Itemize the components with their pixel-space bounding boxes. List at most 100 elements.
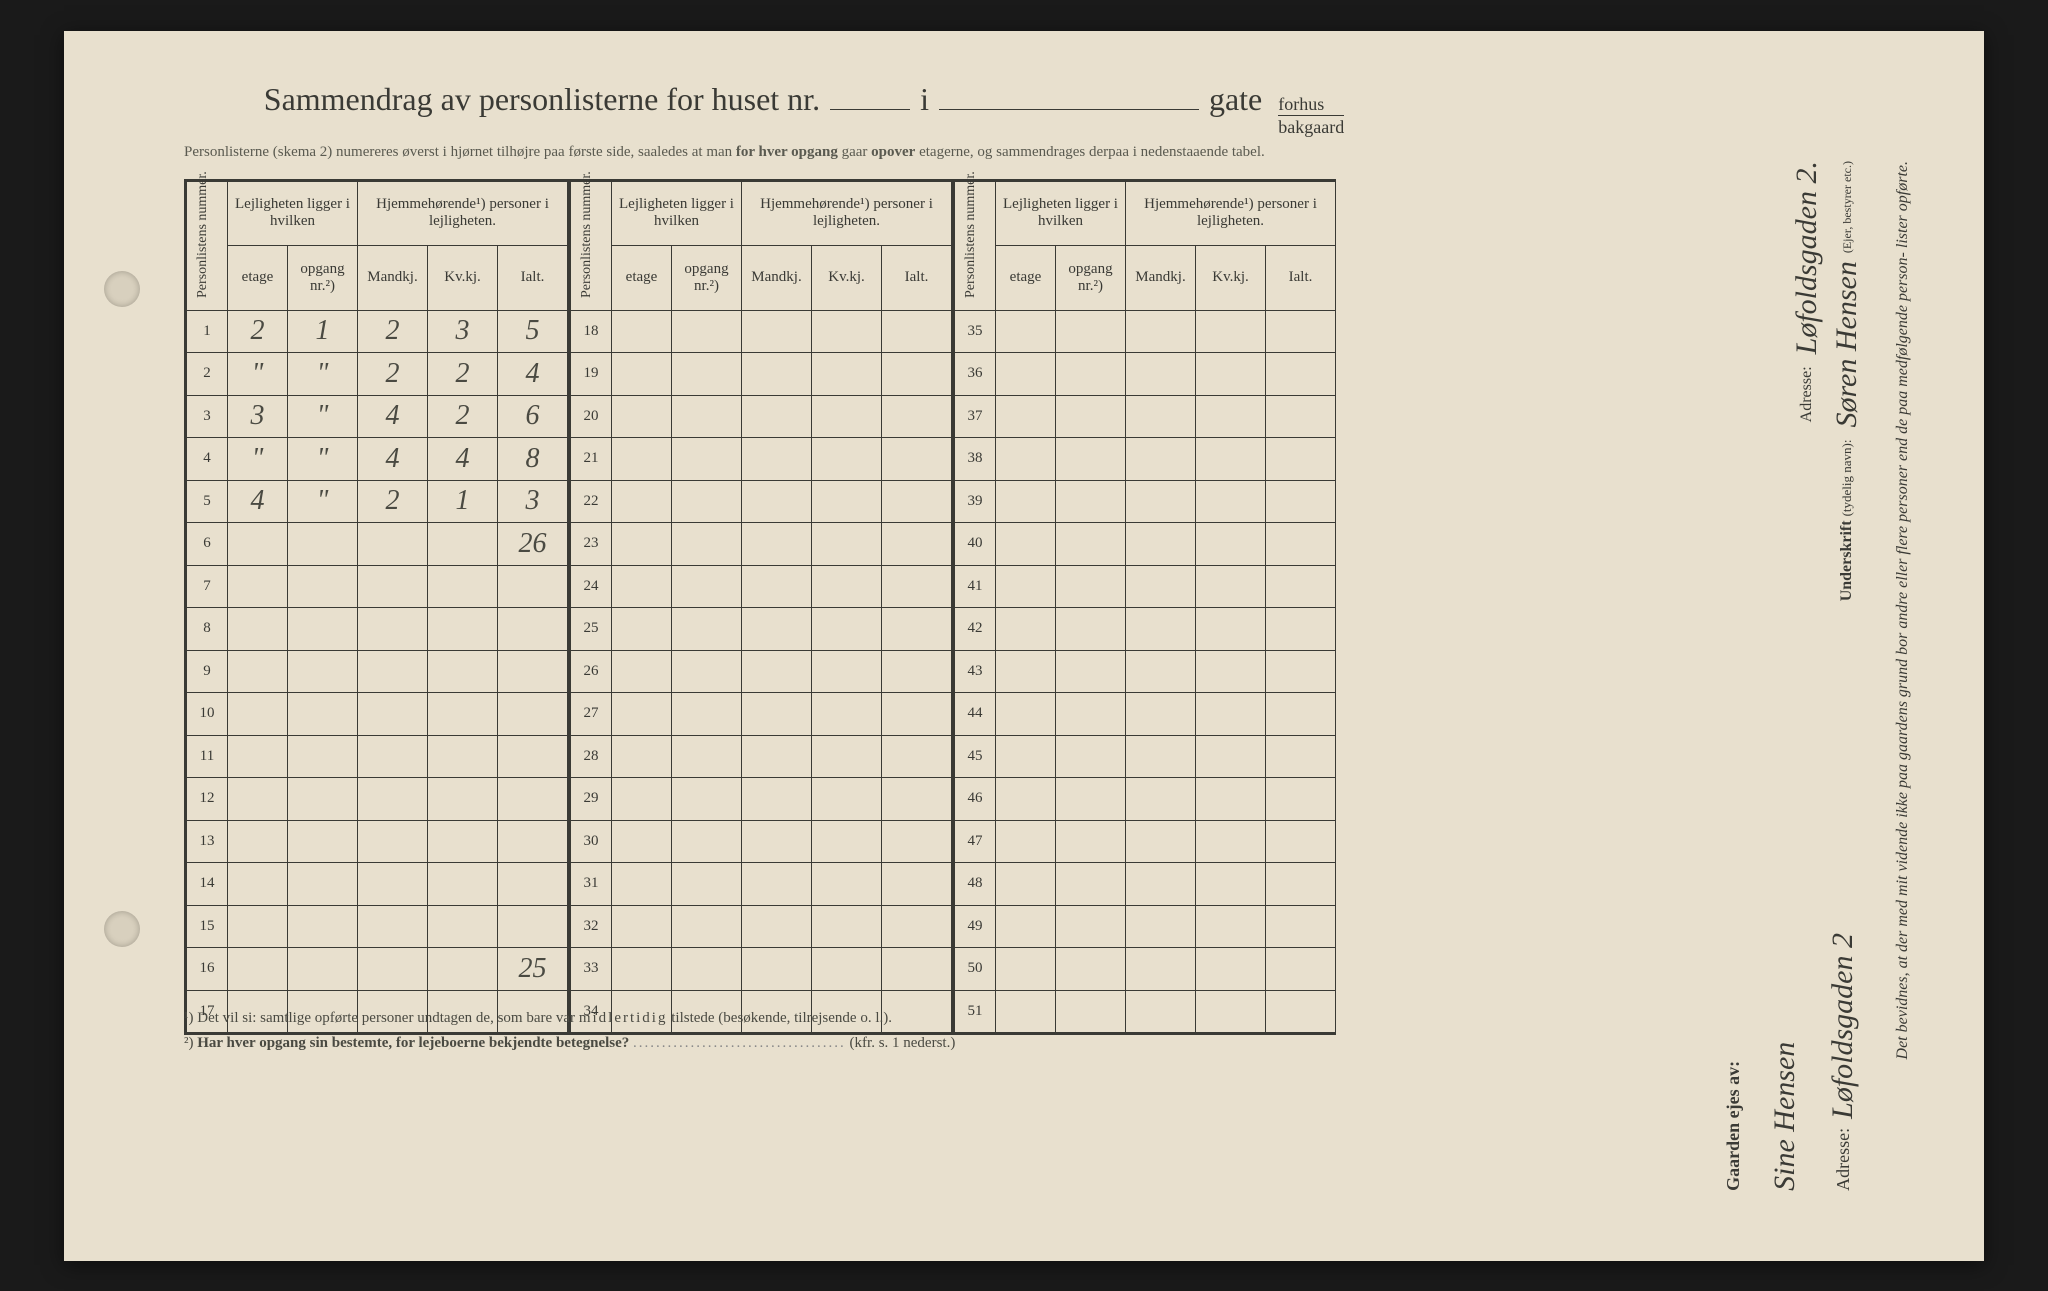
footnote1-mid: midlertidig xyxy=(579,1010,668,1026)
row-number: 24 xyxy=(570,565,612,608)
cell-i xyxy=(882,735,952,778)
tables-row: Personlistens nummer.Lejligheten ligger … xyxy=(184,179,1604,992)
cell-etage xyxy=(228,565,288,608)
cell-etage xyxy=(612,523,672,566)
cell-opgang xyxy=(288,608,358,651)
cell-etage xyxy=(996,523,1056,566)
cell-m xyxy=(358,693,428,736)
handwritten-value: 2 xyxy=(456,400,470,431)
table-row: 30 xyxy=(570,820,952,863)
cell-opgang xyxy=(1056,353,1126,396)
handwritten-value: " xyxy=(317,358,329,389)
cell-i: 4 xyxy=(498,353,568,396)
cell-m xyxy=(358,565,428,608)
cell-k xyxy=(1196,395,1266,438)
table-row: 25 xyxy=(570,608,952,651)
cell-etage xyxy=(996,310,1056,353)
table-row: 28 xyxy=(570,735,952,778)
cell-etage: 4 xyxy=(228,480,288,523)
cell-etage xyxy=(996,438,1056,481)
cell-i xyxy=(882,778,952,821)
cell-opgang xyxy=(1056,948,1126,991)
cell-m xyxy=(742,735,812,778)
cell-opgang xyxy=(288,650,358,693)
cell-opgang xyxy=(288,905,358,948)
cell-opgang xyxy=(672,820,742,863)
row-number: 27 xyxy=(570,693,612,736)
cell-i xyxy=(882,395,952,438)
title-blank-houseno xyxy=(830,82,910,110)
cell-i xyxy=(882,438,952,481)
cell-k xyxy=(428,650,498,693)
cell-k xyxy=(428,863,498,906)
row-number: 20 xyxy=(570,395,612,438)
cell-m xyxy=(742,905,812,948)
cell-k xyxy=(1196,608,1266,651)
cell-opgang xyxy=(672,523,742,566)
table-row: 33"426 xyxy=(186,395,568,438)
cell-k xyxy=(812,480,882,523)
cell-m xyxy=(1126,565,1196,608)
cell-m xyxy=(742,650,812,693)
cell-m xyxy=(358,735,428,778)
row-number: 16 xyxy=(186,948,228,991)
cell-k xyxy=(428,948,498,991)
cell-opgang: " xyxy=(288,438,358,481)
row-number: 38 xyxy=(954,438,996,481)
cell-i: 6 xyxy=(498,395,568,438)
cell-etage xyxy=(996,395,1056,438)
table-row: 13 xyxy=(186,820,568,863)
cell-k xyxy=(1196,310,1266,353)
footnote2-b: Har hver opgang sin bestemte, for lejebo… xyxy=(197,1035,629,1051)
header-opgang: opgang nr.²) xyxy=(288,246,358,310)
cell-m xyxy=(358,863,428,906)
cell-k xyxy=(812,608,882,651)
table-row: 29 xyxy=(570,778,952,821)
right-vertical-panel: Det bevidnes, at der med mit vidende ikk… xyxy=(1624,81,1924,1231)
cell-i xyxy=(882,608,952,651)
cell-opgang xyxy=(672,353,742,396)
table-row: 36 xyxy=(954,353,1336,396)
cell-k xyxy=(812,693,882,736)
cell-etage xyxy=(996,480,1056,523)
cell-k xyxy=(1196,438,1266,481)
cell-i xyxy=(498,778,568,821)
handwritten-value: 2 xyxy=(456,358,470,389)
table-row: 27 xyxy=(570,693,952,736)
handwritten-value: 4 xyxy=(251,485,265,516)
cell-i xyxy=(1266,863,1336,906)
cell-k xyxy=(812,948,882,991)
attestation-body: Det bevidnes, at der med mit vidende ikk… xyxy=(1894,161,1911,1059)
cell-etage xyxy=(612,310,672,353)
row-number: 22 xyxy=(570,480,612,523)
cell-m xyxy=(1126,820,1196,863)
row-number: 14 xyxy=(186,863,228,906)
cell-m xyxy=(1126,905,1196,948)
cell-k xyxy=(812,395,882,438)
cell-etage xyxy=(996,608,1056,651)
cell-i xyxy=(882,693,952,736)
table-row: 33 xyxy=(570,948,952,991)
header-hjemme: Hjemmehørende¹) personer i lejligheten. xyxy=(358,180,568,246)
cell-k xyxy=(428,778,498,821)
cell-m xyxy=(1126,735,1196,778)
cell-i xyxy=(1266,480,1336,523)
handwritten-value: 25 xyxy=(519,953,547,984)
cell-etage: 2 xyxy=(228,310,288,353)
cell-opgang xyxy=(672,778,742,821)
cell-opgang xyxy=(1056,480,1126,523)
cell-k xyxy=(1196,565,1266,608)
cell-etage xyxy=(612,820,672,863)
cell-etage xyxy=(996,905,1056,948)
table-row: 43 xyxy=(954,650,1336,693)
header-etage: etage xyxy=(228,246,288,310)
row-number: 5 xyxy=(186,480,228,523)
signature-hint: (tydelig navn): xyxy=(1839,439,1854,516)
owner-name: Sine Hensen xyxy=(1768,1041,1801,1190)
cell-m xyxy=(358,650,428,693)
cell-etage xyxy=(228,650,288,693)
footnote-1: ¹) Det vil si: samtlige opførte personer… xyxy=(184,1010,1604,1027)
cell-k xyxy=(812,820,882,863)
table-row: 8 xyxy=(186,608,568,651)
cell-i: 8 xyxy=(498,438,568,481)
